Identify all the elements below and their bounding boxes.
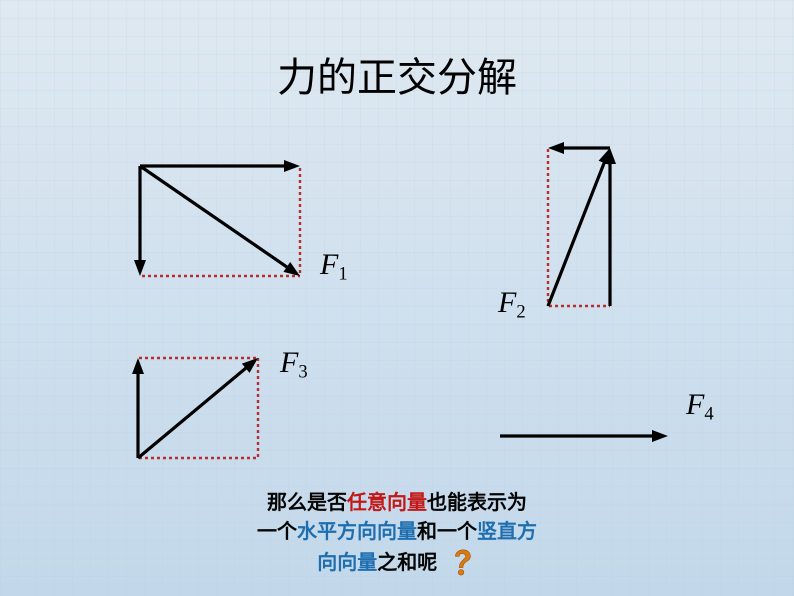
label-f4: F4 (686, 388, 714, 426)
label-f2: F2 (498, 286, 526, 324)
caption-l1a: 那么是否 (267, 492, 347, 514)
caption-l3b: 之和呢 (377, 552, 437, 574)
caption-text: 那么是否任意向量也能表示为 一个水平方向向量和一个竖直方 向向量之和呢 (0, 489, 794, 578)
caption-l2b: 水平方向向量 (297, 521, 417, 543)
caption-l1c: 也能表示为 (427, 492, 527, 514)
caption-l2c: 和一个 (417, 521, 477, 543)
caption-l2a: 一个 (257, 521, 297, 543)
label-f3: F3 (280, 346, 308, 384)
caption-l2d: 竖直方 (477, 521, 537, 543)
label-f1: F1 (320, 248, 348, 286)
caption-l3a: 向向量 (317, 552, 377, 574)
question-mark-icon (447, 547, 477, 577)
caption-l1b: 任意向量 (347, 492, 427, 514)
